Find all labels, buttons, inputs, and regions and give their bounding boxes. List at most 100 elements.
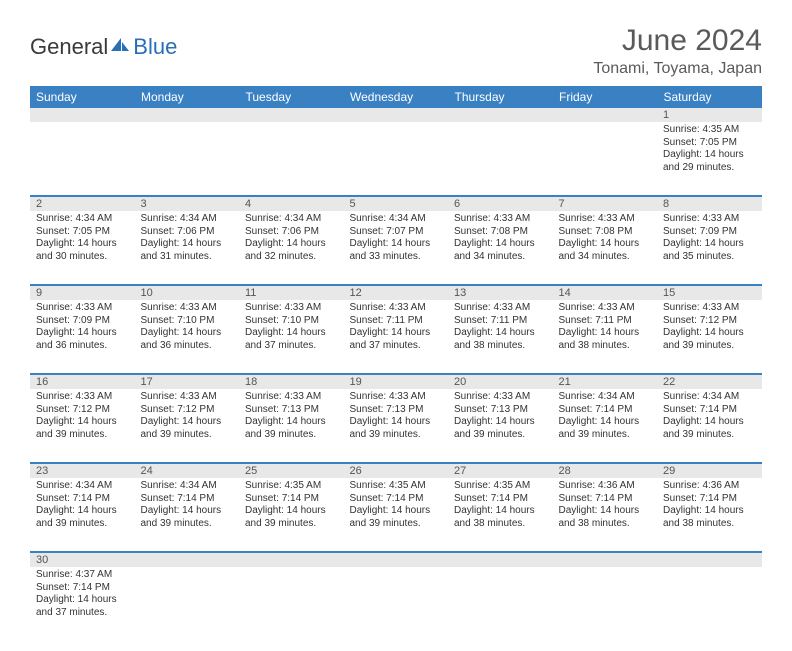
day-number-cell: 15 — [657, 285, 762, 300]
day-number-cell: 17 — [135, 374, 240, 389]
day-number-cell — [30, 108, 135, 122]
calendar-cell: Sunrise: 4:34 AMSunset: 7:05 PMDaylight:… — [30, 211, 135, 285]
day-details: Sunrise: 4:33 AMSunset: 7:11 PMDaylight:… — [553, 300, 658, 356]
day-details: Sunrise: 4:33 AMSunset: 7:13 PMDaylight:… — [344, 389, 449, 445]
calendar-cell: Sunrise: 4:34 AMSunset: 7:07 PMDaylight:… — [344, 211, 449, 285]
day-number-cell: 11 — [239, 285, 344, 300]
day-details: Sunrise: 4:34 AMSunset: 7:05 PMDaylight:… — [30, 211, 135, 267]
calendar-cell — [239, 567, 344, 641]
day-number-cell: 30 — [30, 552, 135, 567]
day-number-cell: 1 — [657, 108, 762, 122]
calendar-row: Sunrise: 4:35 AMSunset: 7:05 PMDaylight:… — [30, 122, 762, 196]
day-number-cell: 9 — [30, 285, 135, 300]
day-number-cell — [344, 552, 449, 567]
day-details: Sunrise: 4:33 AMSunset: 7:13 PMDaylight:… — [239, 389, 344, 445]
daynum-row: 16171819202122 — [30, 374, 762, 389]
day-number-cell: 29 — [657, 463, 762, 478]
day-details: Sunrise: 4:34 AMSunset: 7:14 PMDaylight:… — [657, 389, 762, 445]
calendar-cell: Sunrise: 4:34 AMSunset: 7:14 PMDaylight:… — [135, 478, 240, 552]
calendar-cell: Sunrise: 4:34 AMSunset: 7:14 PMDaylight:… — [553, 389, 658, 463]
day-details: Sunrise: 4:33 AMSunset: 7:08 PMDaylight:… — [553, 211, 658, 267]
calendar-cell: Sunrise: 4:34 AMSunset: 7:06 PMDaylight:… — [135, 211, 240, 285]
calendar-cell: Sunrise: 4:33 AMSunset: 7:12 PMDaylight:… — [30, 389, 135, 463]
day-details: Sunrise: 4:33 AMSunset: 7:11 PMDaylight:… — [344, 300, 449, 356]
day-number-cell — [448, 552, 553, 567]
calendar-table: SundayMondayTuesdayWednesdayThursdayFrid… — [30, 86, 762, 641]
calendar-cell — [344, 122, 449, 196]
day-details: Sunrise: 4:34 AMSunset: 7:14 PMDaylight:… — [553, 389, 658, 445]
weekday-header: Saturday — [657, 86, 762, 108]
brand-logo: General Blue — [30, 24, 177, 60]
calendar-cell: Sunrise: 4:33 AMSunset: 7:09 PMDaylight:… — [657, 211, 762, 285]
day-number-cell: 8 — [657, 196, 762, 211]
calendar-cell: Sunrise: 4:33 AMSunset: 7:13 PMDaylight:… — [448, 389, 553, 463]
daynum-row: 1 — [30, 108, 762, 122]
day-details: Sunrise: 4:33 AMSunset: 7:10 PMDaylight:… — [239, 300, 344, 356]
day-number-cell: 16 — [30, 374, 135, 389]
day-details: Sunrise: 4:34 AMSunset: 7:07 PMDaylight:… — [344, 211, 449, 267]
weekday-header: Friday — [553, 86, 658, 108]
calendar-cell — [135, 122, 240, 196]
day-details: Sunrise: 4:34 AMSunset: 7:14 PMDaylight:… — [30, 478, 135, 534]
day-details: Sunrise: 4:33 AMSunset: 7:11 PMDaylight:… — [448, 300, 553, 356]
calendar-cell: Sunrise: 4:33 AMSunset: 7:11 PMDaylight:… — [448, 300, 553, 374]
weekday-header: Tuesday — [239, 86, 344, 108]
day-number-cell: 24 — [135, 463, 240, 478]
daynum-row: 2345678 — [30, 196, 762, 211]
calendar-cell: Sunrise: 4:33 AMSunset: 7:10 PMDaylight:… — [135, 300, 240, 374]
calendar-cell — [448, 567, 553, 641]
daynum-row: 30 — [30, 552, 762, 567]
day-number-cell — [553, 108, 658, 122]
calendar-cell: Sunrise: 4:33 AMSunset: 7:12 PMDaylight:… — [135, 389, 240, 463]
day-number-cell: 7 — [553, 196, 658, 211]
day-number-cell: 19 — [344, 374, 449, 389]
calendar-cell: Sunrise: 4:34 AMSunset: 7:14 PMDaylight:… — [657, 389, 762, 463]
day-number-cell: 22 — [657, 374, 762, 389]
calendar-cell: Sunrise: 4:33 AMSunset: 7:13 PMDaylight:… — [344, 389, 449, 463]
day-number-cell: 20 — [448, 374, 553, 389]
calendar-cell: Sunrise: 4:36 AMSunset: 7:14 PMDaylight:… — [657, 478, 762, 552]
calendar-cell: Sunrise: 4:36 AMSunset: 7:14 PMDaylight:… — [553, 478, 658, 552]
day-number-cell — [344, 108, 449, 122]
day-details: Sunrise: 4:33 AMSunset: 7:13 PMDaylight:… — [448, 389, 553, 445]
calendar-cell: Sunrise: 4:34 AMSunset: 7:06 PMDaylight:… — [239, 211, 344, 285]
calendar-cell: Sunrise: 4:33 AMSunset: 7:12 PMDaylight:… — [657, 300, 762, 374]
calendar-cell: Sunrise: 4:33 AMSunset: 7:08 PMDaylight:… — [553, 211, 658, 285]
day-number-cell — [135, 108, 240, 122]
day-details: Sunrise: 4:35 AMSunset: 7:14 PMDaylight:… — [239, 478, 344, 534]
calendar-page: General Blue June 2024 Tonami, Toyama, J… — [0, 0, 792, 651]
calendar-cell: Sunrise: 4:33 AMSunset: 7:10 PMDaylight:… — [239, 300, 344, 374]
day-number-cell: 23 — [30, 463, 135, 478]
day-number-cell — [448, 108, 553, 122]
day-number-cell: 5 — [344, 196, 449, 211]
weekday-header: Sunday — [30, 86, 135, 108]
day-details: Sunrise: 4:35 AMSunset: 7:14 PMDaylight:… — [448, 478, 553, 534]
calendar-row: Sunrise: 4:34 AMSunset: 7:05 PMDaylight:… — [30, 211, 762, 285]
daynum-row: 23242526272829 — [30, 463, 762, 478]
calendar-row: Sunrise: 4:33 AMSunset: 7:09 PMDaylight:… — [30, 300, 762, 374]
calendar-body: 1Sunrise: 4:35 AMSunset: 7:05 PMDaylight… — [30, 108, 762, 641]
day-details: Sunrise: 4:33 AMSunset: 7:10 PMDaylight:… — [135, 300, 240, 356]
day-details: Sunrise: 4:36 AMSunset: 7:14 PMDaylight:… — [553, 478, 658, 534]
day-number-cell: 12 — [344, 285, 449, 300]
calendar-cell: Sunrise: 4:34 AMSunset: 7:14 PMDaylight:… — [30, 478, 135, 552]
calendar-cell — [344, 567, 449, 641]
day-number-cell: 28 — [553, 463, 658, 478]
calendar-cell: Sunrise: 4:37 AMSunset: 7:14 PMDaylight:… — [30, 567, 135, 641]
day-details: Sunrise: 4:34 AMSunset: 7:14 PMDaylight:… — [135, 478, 240, 534]
calendar-cell: Sunrise: 4:35 AMSunset: 7:14 PMDaylight:… — [239, 478, 344, 552]
day-number-cell: 18 — [239, 374, 344, 389]
calendar-cell: Sunrise: 4:35 AMSunset: 7:14 PMDaylight:… — [344, 478, 449, 552]
calendar-cell: Sunrise: 4:33 AMSunset: 7:09 PMDaylight:… — [30, 300, 135, 374]
day-number-cell — [239, 552, 344, 567]
calendar-cell: Sunrise: 4:35 AMSunset: 7:05 PMDaylight:… — [657, 122, 762, 196]
day-details: Sunrise: 4:33 AMSunset: 7:12 PMDaylight:… — [657, 300, 762, 356]
day-details: Sunrise: 4:33 AMSunset: 7:09 PMDaylight:… — [657, 211, 762, 267]
sail-icon — [109, 34, 131, 60]
calendar-cell — [239, 122, 344, 196]
day-number-cell — [239, 108, 344, 122]
day-number-cell — [657, 552, 762, 567]
daynum-row: 9101112131415 — [30, 285, 762, 300]
calendar-row: Sunrise: 4:37 AMSunset: 7:14 PMDaylight:… — [30, 567, 762, 641]
calendar-cell: Sunrise: 4:33 AMSunset: 7:13 PMDaylight:… — [239, 389, 344, 463]
